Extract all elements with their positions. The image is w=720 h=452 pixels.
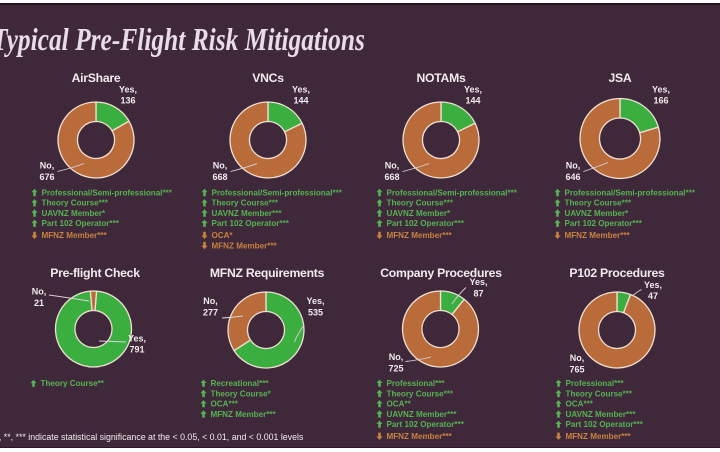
svg-text:Yes,: Yes,: [644, 280, 662, 290]
svg-text:Theory Course***: Theory Course***: [387, 389, 454, 398]
svg-text:47: 47: [648, 291, 658, 301]
svg-text:Yes,: Yes,: [128, 333, 146, 343]
svg-text:Pre-flight Check: Pre-flight Check: [50, 266, 140, 280]
svg-text:Part 102 Operator***: Part 102 Operator***: [565, 219, 643, 228]
svg-text:Part 102 Operator***: Part 102 Operator***: [212, 219, 290, 228]
svg-text:Part 102 Operator***: Part 102 Operator***: [566, 420, 644, 429]
svg-text:Professional/Semi-professional: Professional/Semi-professional***: [42, 188, 173, 197]
svg-text:UAVNZ Member*: UAVNZ Member*: [42, 209, 107, 218]
svg-text:87: 87: [473, 289, 483, 299]
svg-text:MFNZ Member***: MFNZ Member***: [211, 410, 277, 419]
svg-text:No,: No,: [32, 287, 47, 297]
svg-text:144: 144: [293, 96, 308, 106]
svg-text:535: 535: [308, 308, 323, 318]
svg-text:277: 277: [203, 308, 218, 318]
svg-text:MFNZ Member***: MFNZ Member***: [565, 231, 631, 240]
svg-text:Yes,: Yes,: [119, 84, 137, 94]
svg-text:JSA: JSA: [609, 71, 632, 85]
svg-text:Professional/Semi-professional: Professional/Semi-professional***: [212, 188, 343, 197]
svg-text:P102 Procedures: P102 Procedures: [569, 266, 665, 280]
svg-text:Theory Course**: Theory Course**: [41, 379, 105, 388]
svg-text:OCA***: OCA***: [566, 400, 594, 409]
svg-text:MFNZ Member***: MFNZ Member***: [212, 241, 278, 250]
svg-text:MFNZ Requirements: MFNZ Requirements: [210, 266, 325, 280]
svg-text:166: 166: [653, 96, 668, 106]
svg-text:Theory Course***: Theory Course***: [42, 199, 109, 208]
svg-text:MFNZ Member***: MFNZ Member***: [387, 432, 453, 441]
svg-text:Theory Course***: Theory Course***: [565, 199, 632, 208]
svg-text:UAVNZ Member***: UAVNZ Member***: [212, 209, 283, 218]
svg-text:VNCs: VNCs: [252, 71, 284, 85]
svg-text:OCA*: OCA*: [212, 231, 234, 240]
svg-text:Yes,: Yes,: [464, 84, 482, 94]
svg-text:144: 144: [465, 96, 480, 106]
svg-text:Recreational***: Recreational***: [211, 379, 270, 388]
svg-text:OCA**: OCA**: [387, 400, 412, 409]
svg-text:Theory Course*: Theory Course*: [211, 389, 272, 398]
svg-text:765: 765: [569, 364, 584, 374]
svg-text:UAVNZ Member*: UAVNZ Member*: [565, 209, 630, 218]
svg-text:No,: No,: [213, 161, 228, 171]
svg-text:21: 21: [34, 298, 44, 308]
svg-text:MFNZ Member***: MFNZ Member***: [387, 231, 453, 240]
svg-text:Theory Course***: Theory Course***: [387, 199, 454, 208]
svg-text:OCA***: OCA***: [211, 400, 239, 409]
svg-text:UAVNZ Member***: UAVNZ Member***: [566, 410, 637, 419]
svg-text:136: 136: [120, 96, 135, 106]
svg-text:No,: No,: [40, 161, 55, 171]
svg-text:Yes,: Yes,: [469, 277, 487, 287]
svg-text:676: 676: [39, 172, 54, 182]
svg-text:Yes,: Yes,: [652, 84, 670, 94]
svg-text:Yes,: Yes,: [292, 84, 310, 94]
svg-text:No,: No,: [570, 353, 585, 363]
svg-text:Professional/Semi-professional: Professional/Semi-professional***: [387, 188, 518, 197]
svg-text:Professional***: Professional***: [387, 379, 446, 388]
svg-text:*, **, *** indicate statistica: *, **, *** indicate statistical signific…: [0, 432, 304, 442]
svg-text:Part 102 Operator***: Part 102 Operator***: [387, 420, 465, 429]
svg-text:MFNZ Member***: MFNZ Member***: [42, 231, 108, 240]
svg-text:No,: No,: [385, 161, 400, 171]
svg-text:No,: No,: [566, 161, 581, 171]
svg-text:Professional/Semi-professional: Professional/Semi-professional***: [565, 188, 696, 197]
svg-text:Theory Course***: Theory Course***: [212, 199, 279, 208]
svg-text:Yes,: Yes,: [306, 296, 324, 306]
svg-text:668: 668: [212, 172, 227, 182]
svg-text:646: 646: [565, 172, 580, 182]
svg-text:UAVNZ Member*: UAVNZ Member*: [387, 209, 452, 218]
svg-text:Company Procedures: Company Procedures: [380, 266, 502, 280]
svg-text:No,: No,: [203, 296, 218, 306]
svg-text:725: 725: [388, 363, 403, 373]
svg-text:Part 102 Operator***: Part 102 Operator***: [387, 219, 465, 228]
svg-text:Theory Course***: Theory Course***: [566, 389, 633, 398]
svg-text:NOTAMs: NOTAMs: [416, 71, 466, 85]
svg-text:Part 102 Operator***: Part 102 Operator***: [42, 219, 120, 228]
svg-text:AirShare: AirShare: [72, 71, 121, 85]
svg-text:Professional***: Professional***: [566, 379, 625, 388]
svg-text:MFNZ Member***: MFNZ Member***: [566, 432, 632, 441]
svg-text:791: 791: [129, 345, 144, 355]
svg-text:668: 668: [384, 172, 399, 182]
svg-text:UAVNZ Member***: UAVNZ Member***: [387, 410, 458, 419]
svg-text:No,: No,: [389, 352, 404, 362]
